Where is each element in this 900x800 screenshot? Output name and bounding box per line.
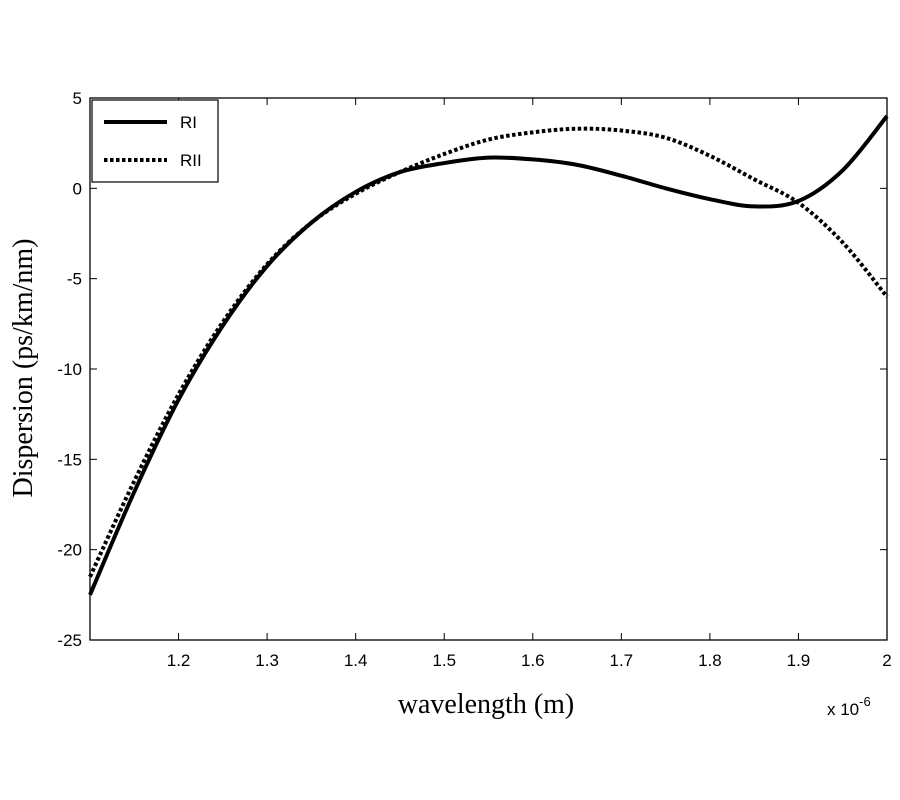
- x-axis-title: wavelength (m): [398, 689, 575, 720]
- y-tick-label: -15: [57, 450, 82, 469]
- x-tick-label: 1.9: [787, 651, 811, 670]
- series-line-ri: [88, 114, 889, 596]
- series-line-rii: [88, 126, 889, 578]
- legend-box: [91, 99, 219, 183]
- x-tick-label: 1.7: [610, 651, 634, 670]
- y-tick-label: -20: [57, 541, 82, 560]
- x-axis-multiplier-base: x 10: [827, 700, 859, 719]
- y-tick-label: 5: [73, 89, 82, 108]
- legend-label-rii: RII: [180, 151, 202, 170]
- x-tick-label: 1.4: [344, 651, 368, 670]
- x-tick-label: 1.5: [432, 651, 456, 670]
- x-tick-label: 1.6: [521, 651, 545, 670]
- x-tick-label: 1.8: [698, 651, 722, 670]
- legend-label-ri: RI: [180, 113, 197, 132]
- x-tick-label: 1.3: [255, 651, 279, 670]
- y-tick-label: -5: [67, 270, 82, 289]
- y-axis-title: Dispersion (ps/km/nm): [8, 239, 39, 498]
- x-tick-label: 2: [882, 651, 891, 670]
- x-axis-multiplier-exponent: -6: [859, 694, 871, 709]
- y-tick-label: 0: [73, 179, 82, 198]
- x-axis-multiplier: x 10-6: [827, 694, 871, 719]
- x-tick-label: 1.2: [167, 651, 191, 670]
- y-tick-label: -25: [57, 631, 82, 650]
- y-tick-label: -10: [57, 360, 82, 379]
